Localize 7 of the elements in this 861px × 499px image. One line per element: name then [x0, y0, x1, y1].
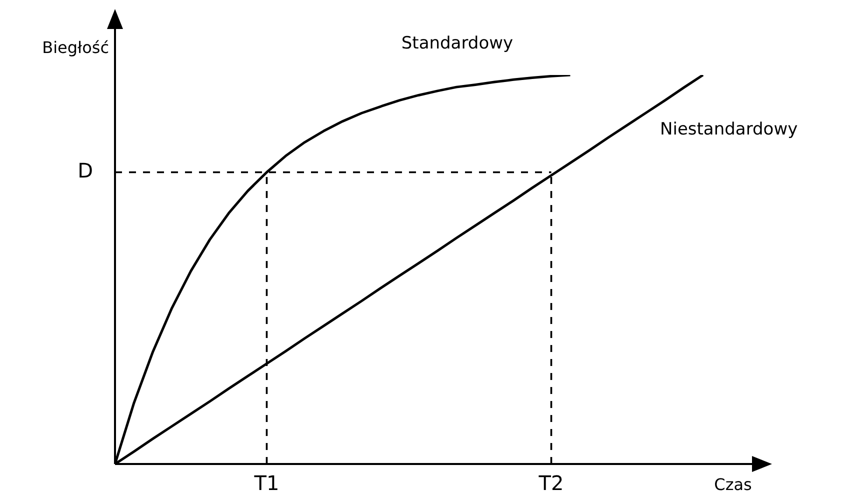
x-tick-label: T2 [538, 471, 564, 496]
series-label: Niestandardowy [660, 119, 798, 140]
series-label: Standardowy [401, 33, 514, 54]
x-tick-label: T1 [253, 471, 280, 496]
ref-line-label: D [78, 158, 93, 182]
x-axis-title: Czas [714, 475, 752, 494]
y-axis-title: Biegłość [42, 38, 109, 58]
